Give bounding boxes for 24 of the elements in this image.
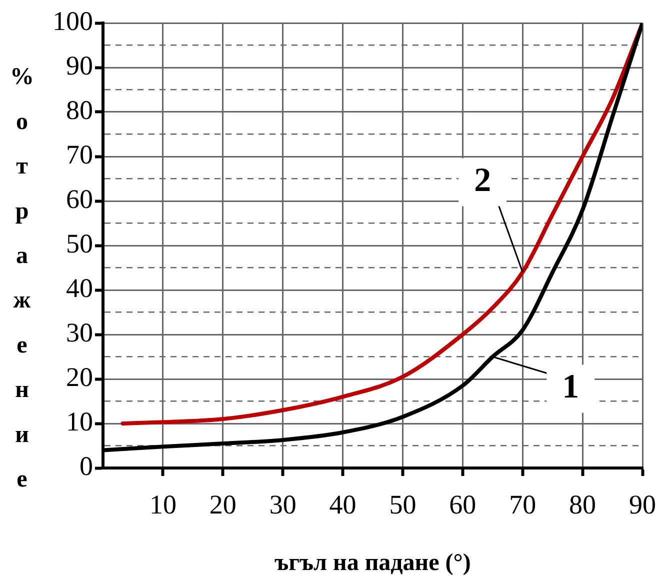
x-tick-label: 20 [209, 489, 236, 520]
legend-label: 1 [562, 368, 580, 406]
y-tick-label: 40 [66, 273, 93, 304]
y-tick-label: 60 [66, 184, 93, 214]
x-tick-label: 30 [269, 489, 296, 520]
x-axis-title: ъгъл на падане (°) [274, 550, 471, 576]
series-label: 2 [474, 162, 492, 199]
x-tick-label: 10 [149, 489, 176, 520]
y-tick-label: 100 [52, 6, 93, 36]
x-tick-label: 70 [509, 489, 536, 520]
y-tick-label: 90 [66, 50, 93, 81]
x-tick-label: 90 [629, 489, 656, 520]
y-tick-label: 20 [66, 362, 93, 392]
y-tick-label: 30 [66, 318, 93, 348]
y-tick-label: 70 [66, 140, 93, 170]
y-tick-label: 80 [66, 95, 93, 126]
y-tick-label: 50 [66, 228, 93, 259]
y-tick-label: 0 [80, 451, 93, 482]
y-tick-label: 10 [66, 406, 93, 437]
text: % отражение [10, 64, 34, 493]
x-tick-label: 50 [389, 489, 416, 520]
x-tick-label: 80 [569, 489, 596, 520]
x-tick-label: 40 [329, 489, 356, 520]
x-tick-label: 60 [449, 489, 476, 520]
